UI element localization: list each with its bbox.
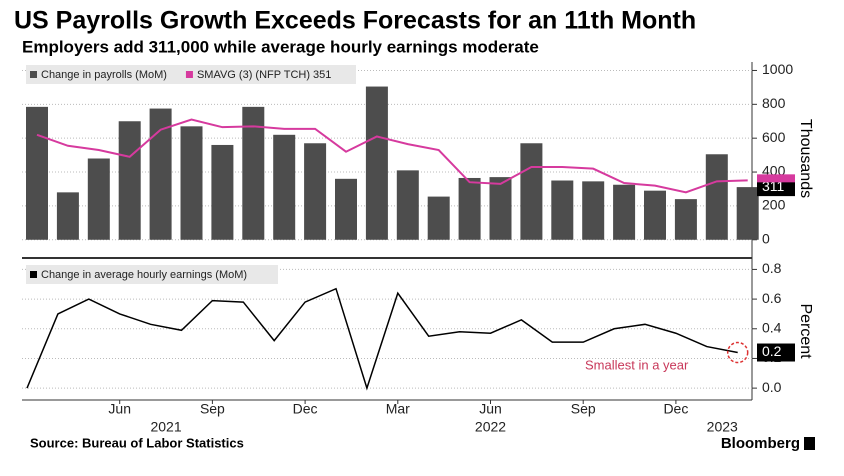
bar [365, 86, 388, 240]
line [36, 118, 748, 194]
chart-title: US Payrolls Growth Exceeds Forecasts for… [14, 7, 696, 35]
y-tick-label: 0.0 [762, 379, 782, 395]
line [26, 287, 738, 391]
legend-label: SMAVG (3) (NFP TCH) 351 [197, 69, 331, 81]
bar [149, 108, 172, 240]
y-tick-label: 0.6 [762, 290, 782, 306]
end-label-bg [757, 343, 795, 362]
x-year-label: 2022 [475, 419, 506, 435]
y-tick-label: 0.4 [762, 319, 782, 335]
bar [458, 177, 481, 240]
end-label: 0.2 [762, 343, 782, 359]
legend-swatch [30, 71, 37, 78]
y-axis-title: Thousands [797, 119, 814, 198]
y-tick-label: 800 [762, 95, 786, 111]
x-tick-label: Sep [200, 401, 225, 417]
bar [582, 181, 605, 240]
bar [396, 170, 419, 240]
bar [335, 178, 357, 240]
y-tick-label: 600 [762, 129, 786, 145]
bar [273, 134, 296, 240]
legend-swatch [185, 71, 193, 78]
x-year-label: 2023 [707, 419, 738, 435]
x-tick-label: Mar [386, 401, 410, 417]
bar [520, 143, 543, 240]
bar [644, 190, 666, 240]
bar [87, 158, 110, 240]
end-marker [757, 174, 795, 183]
bar [211, 144, 234, 240]
bar [26, 106, 48, 240]
x-year-label: 2021 [150, 419, 181, 435]
legend-swatch [30, 271, 37, 278]
x-tick-label: Jun [479, 401, 502, 417]
legend-label: Change in average hourly earnings (MoM) [41, 269, 247, 281]
bar [304, 143, 327, 240]
brand: Bloomberg [721, 435, 800, 452]
legend-bg [26, 265, 278, 284]
bar [674, 199, 697, 240]
bar [427, 196, 450, 240]
source: Source: Bureau of Labor Statistics [30, 435, 244, 450]
y-tick-label: 1000 [762, 61, 793, 77]
bar [242, 106, 265, 240]
bar [118, 121, 141, 240]
bar [736, 187, 759, 240]
x-tick-label: Sep [571, 401, 596, 417]
bar [489, 177, 512, 240]
chart-subtitle: Employers add 311,000 while average hour… [22, 37, 539, 56]
annotation: Smallest in a year [585, 357, 689, 372]
bar [613, 184, 636, 240]
highlight-circle [726, 341, 749, 364]
x-tick-label: Jun [108, 401, 131, 417]
bar [551, 180, 574, 240]
x-tick-label: Dec [293, 401, 318, 417]
x-tick-label: Dec [663, 401, 688, 417]
brand-icon [804, 437, 815, 450]
y-tick-label: 0 [762, 230, 770, 246]
y-tick-label: 0.8 [762, 260, 782, 276]
bar [705, 154, 728, 240]
end-label-bg [757, 178, 795, 197]
bar [56, 192, 79, 240]
y-axis-title: Percent [797, 303, 814, 359]
bar [180, 126, 203, 240]
legend-label: Change in payrolls (MoM) [41, 69, 167, 81]
y-tick-label: 200 [762, 197, 786, 213]
